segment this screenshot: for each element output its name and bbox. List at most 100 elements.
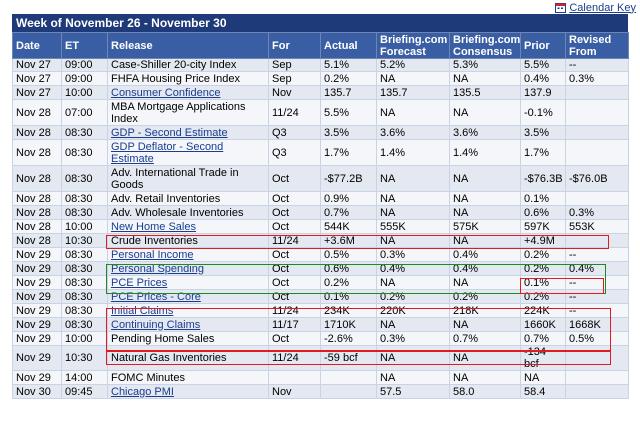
cell-actual: 1710K bbox=[320, 317, 377, 332]
cell-date: Nov 28 bbox=[12, 233, 62, 248]
table-row: Nov 29 08:30 Personal Spending Oct 0.6% 0.4% 0… bbox=[12, 261, 629, 276]
cell-et: 08:30 bbox=[61, 317, 108, 332]
cell-release: Initial Claims bbox=[107, 303, 269, 318]
cell-consensus: NA bbox=[449, 99, 521, 126]
cell-forecast: NA bbox=[376, 71, 450, 86]
cell-date: Nov 29 bbox=[12, 370, 62, 385]
cell-release: Adv. Retail Inventories bbox=[107, 191, 269, 206]
cell-release: FOMC Minutes bbox=[107, 370, 269, 385]
column-header-revised-from: Revised From bbox=[565, 32, 629, 59]
release-link[interactable]: PCE Prices bbox=[111, 276, 168, 289]
table-row: Nov 28 08:30 Adv. Retail Inventories Oct 0.9… bbox=[12, 191, 629, 206]
cell-actual: 0.9% bbox=[320, 191, 377, 206]
cell-consensus: 575K bbox=[449, 219, 521, 234]
cell-consensus: NA bbox=[449, 233, 521, 248]
table-row: Nov 27 09:00 FHFA Housing Price Index Sep 0.… bbox=[12, 71, 629, 86]
release-link[interactable]: Personal Spending bbox=[111, 262, 204, 275]
cell-date: Nov 27 bbox=[12, 85, 62, 100]
cell-et: 08:30 bbox=[61, 139, 108, 166]
cell-actual: 3.5% bbox=[320, 125, 377, 140]
cell-for: Oct bbox=[268, 165, 321, 192]
cell-actual: 5.5% bbox=[320, 99, 377, 126]
cell-prior: 1.7% bbox=[520, 139, 566, 166]
release-link[interactable]: Personal Income bbox=[111, 248, 194, 261]
cell-revised-from bbox=[565, 191, 629, 206]
cell-revised-from bbox=[565, 139, 629, 166]
cell-revised-from: -- bbox=[565, 247, 629, 262]
cell-consensus: NA bbox=[449, 345, 521, 371]
cell-revised-from bbox=[565, 345, 629, 371]
cell-revised-from bbox=[565, 85, 629, 100]
release-link[interactable]: New Home Sales bbox=[111, 220, 196, 233]
cell-actual: 0.6% bbox=[320, 261, 377, 276]
cell-for: 11/24 bbox=[268, 99, 321, 126]
cell-prior: 0.1% bbox=[520, 275, 566, 290]
cell-et: 10:30 bbox=[61, 345, 108, 371]
cell-release: Pending Home Sales bbox=[107, 331, 269, 346]
cell-forecast: NA bbox=[376, 317, 450, 332]
table-row: Nov 27 10:00 Consumer Confidence Nov 135.7 13… bbox=[12, 85, 629, 100]
cell-actual: +3.6M bbox=[320, 233, 377, 248]
table-row: Nov 29 08:30 PCE Prices - Core Oct 0.1% 0.2% 0… bbox=[12, 289, 629, 304]
cell-for: 11/24 bbox=[268, 303, 321, 318]
cell-date: Nov 29 bbox=[12, 303, 62, 318]
cell-et: 10:00 bbox=[61, 85, 108, 100]
cell-revised-from: -- bbox=[565, 275, 629, 290]
cell-prior: NA bbox=[520, 370, 566, 385]
cell-date: Nov 28 bbox=[12, 99, 62, 126]
cell-consensus: 218K bbox=[449, 303, 521, 318]
release-link[interactable]: Continuing Claims bbox=[111, 318, 201, 331]
cell-actual bbox=[320, 384, 377, 399]
cell-actual: -2.6% bbox=[320, 331, 377, 346]
cell-consensus: 0.2% bbox=[449, 289, 521, 304]
cell-date: Nov 29 bbox=[12, 275, 62, 290]
cell-revised-from: 0.4% bbox=[565, 261, 629, 276]
release-link[interactable]: GDP - Second Estimate bbox=[111, 126, 228, 139]
cell-et: 08:30 bbox=[61, 261, 108, 276]
cell-revised-from: -- bbox=[565, 289, 629, 304]
column-header-date: Date bbox=[12, 32, 62, 59]
cell-revised-from: 0.5% bbox=[565, 331, 629, 346]
cell-forecast: NA bbox=[376, 275, 450, 290]
cell-for: 11/24 bbox=[268, 233, 321, 248]
cell-consensus: NA bbox=[449, 165, 521, 192]
cell-consensus: 0.4% bbox=[449, 247, 521, 262]
cell-release: PCE Prices bbox=[107, 275, 269, 290]
release-link[interactable]: PCE Prices - Core bbox=[111, 290, 201, 303]
cell-prior: 224K bbox=[520, 303, 566, 318]
cell-prior: 5.5% bbox=[520, 58, 566, 72]
cell-date: Nov 29 bbox=[12, 345, 62, 371]
release-link[interactable]: Chicago PMI bbox=[111, 385, 174, 398]
cell-forecast: 1.4% bbox=[376, 139, 450, 166]
cell-forecast: NA bbox=[376, 99, 450, 126]
table-row: Nov 28 08:30 Adv. International Trade in G… bbox=[12, 165, 629, 192]
cell-forecast: 220K bbox=[376, 303, 450, 318]
cell-for: Sep bbox=[268, 71, 321, 86]
cell-release: Adv. International Trade in Goods bbox=[107, 165, 269, 192]
cell-prior: 1660K bbox=[520, 317, 566, 332]
cell-actual: 5.1% bbox=[320, 58, 377, 72]
cell-et: 10:30 bbox=[61, 233, 108, 248]
release-link[interactable]: Initial Claims bbox=[111, 304, 174, 317]
column-header-consensus: Briefing.com Consensus bbox=[449, 32, 521, 59]
cell-actual: 234K bbox=[320, 303, 377, 318]
cell-et: 07:00 bbox=[61, 99, 108, 126]
cell-forecast: 3.6% bbox=[376, 125, 450, 140]
cell-release: Case-Shiller 20-city Index bbox=[107, 58, 269, 72]
release-link[interactable]: Consumer Confidence bbox=[111, 86, 221, 99]
calendar-key-link[interactable]: Calendar Key bbox=[555, 1, 636, 14]
cell-date: Nov 28 bbox=[12, 191, 62, 206]
cell-et: 10:00 bbox=[61, 219, 108, 234]
cell-date: Nov 28 bbox=[12, 205, 62, 220]
cell-forecast: 5.2% bbox=[376, 58, 450, 72]
cell-for: Oct bbox=[268, 261, 321, 276]
cell-actual bbox=[320, 370, 377, 385]
table-row: Nov 28 10:30 Crude Inventories 11/24 +3.6M NA… bbox=[12, 233, 629, 248]
cell-release: FHFA Housing Price Index bbox=[107, 71, 269, 86]
cell-et: 09:00 bbox=[61, 71, 108, 86]
release-link[interactable]: GDP Deflator - Second Estimate bbox=[111, 140, 224, 165]
cell-consensus: 3.6% bbox=[449, 125, 521, 140]
cell-et: 08:30 bbox=[61, 289, 108, 304]
cell-for: Oct bbox=[268, 289, 321, 304]
cell-prior: -$76.3B bbox=[520, 165, 566, 192]
